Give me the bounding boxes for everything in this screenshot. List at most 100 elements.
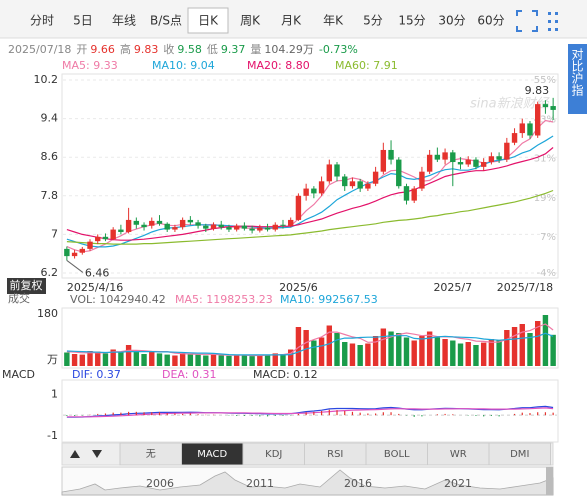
- indicator-tab-label[interactable]: 无: [146, 449, 156, 460]
- candle-body: [295, 195, 302, 220]
- ma-line: [66, 147, 554, 241]
- macd-bar: [483, 415, 485, 417]
- volume-bar: [87, 351, 93, 366]
- volume-bar: [411, 340, 417, 366]
- volume-bar: [511, 327, 518, 366]
- ma-line: [66, 119, 554, 253]
- overview-handle[interactable]: [546, 467, 553, 495]
- active-tab: [187, 7, 229, 34]
- candle-body: [426, 154, 433, 172]
- tab[interactable]: 分时: [30, 14, 54, 28]
- volume-bar: [349, 343, 356, 366]
- macd-bar: [236, 415, 238, 416]
- macd-bar: [158, 412, 161, 416]
- volume-ma-line: [66, 323, 554, 357]
- macd-bar: [97, 413, 99, 416]
- volume-ma-line: [66, 332, 554, 356]
- indicator-tab-label[interactable]: BOLL: [384, 449, 410, 460]
- macd-bar: [452, 414, 454, 416]
- panel-label: MACD: [2, 368, 35, 381]
- volume-bar: [450, 340, 456, 366]
- macd-bar: [166, 413, 168, 416]
- volume-bar: [419, 336, 425, 366]
- fullscreen-icon[interactable]: [516, 10, 538, 32]
- indicator-tab-label[interactable]: KDJ: [265, 449, 282, 460]
- ma-line: [66, 135, 554, 248]
- macd-bar: [344, 411, 346, 416]
- indicator-tab[interactable]: [488, 442, 551, 466]
- x-tick-label: 2025/7: [433, 281, 472, 294]
- indicator-tab-label[interactable]: DMI: [510, 449, 529, 460]
- tab[interactable]: 30分: [438, 14, 465, 28]
- indicator-tab-label[interactable]: WR: [450, 449, 467, 460]
- candle-body: [233, 225, 240, 230]
- volume-bar: [542, 315, 549, 366]
- candle-body: [71, 252, 78, 257]
- indicator-tab-label[interactable]: RSI: [327, 449, 343, 460]
- candle-body: [450, 152, 456, 163]
- candle-body: [133, 220, 140, 225]
- volume-bar: [133, 351, 140, 366]
- macd-bar: [359, 412, 361, 416]
- tab[interactable]: 周K: [240, 14, 261, 28]
- macd-bar: [182, 413, 184, 416]
- volume-bar: [403, 337, 410, 366]
- tab[interactable]: 5日: [73, 14, 93, 28]
- candle-body: [226, 227, 232, 230]
- watermark: sina新浪财经: [470, 96, 551, 112]
- volume-bar: [187, 354, 194, 366]
- volume-bar: [149, 351, 155, 366]
- tab[interactable]: 15分: [398, 14, 425, 28]
- volume-bar: [164, 354, 170, 366]
- overview-year: 2011: [246, 477, 274, 490]
- volume-panel: [61, 307, 559, 369]
- volume-bar: [272, 353, 278, 366]
- macd-bar: [112, 412, 114, 416]
- candle-body: [396, 159, 402, 187]
- volume-bar: [210, 354, 217, 366]
- macd-bar: [351, 411, 354, 416]
- tab[interactable]: 月K: [281, 14, 302, 28]
- volume-bar: [480, 342, 487, 366]
- volume-bar: [125, 345, 132, 366]
- macd-bar: [521, 412, 523, 416]
- volume-bar: [496, 340, 502, 366]
- panel-label: 成交: [8, 291, 30, 305]
- tab[interactable]: B/S点: [150, 14, 182, 28]
- candle-body: [380, 149, 387, 172]
- arrow-up[interactable]: [70, 450, 80, 458]
- candle-body: [334, 164, 340, 177]
- tab[interactable]: 60分: [477, 14, 504, 28]
- macd-bar: [120, 412, 122, 416]
- volume-bar: [372, 336, 379, 366]
- tab[interactable]: 年线: [112, 14, 136, 28]
- tab[interactable]: 年K: [323, 14, 344, 28]
- volume-bar: [426, 331, 433, 366]
- info-item: 高: [120, 42, 131, 56]
- tab[interactable]: 5分: [363, 14, 383, 28]
- volume-bar: [318, 337, 325, 366]
- candle-body: [504, 142, 510, 160]
- indicator-tab-label[interactable]: MACD: [197, 449, 227, 460]
- macd-bar: [251, 415, 253, 416]
- adjust-button[interactable]: [7, 278, 46, 294]
- macd-bar: [328, 409, 330, 416]
- compare-button[interactable]: [568, 44, 587, 114]
- macd-bar: [274, 415, 276, 416]
- volume-bar: [64, 352, 70, 366]
- tab[interactable]: 日K: [198, 14, 219, 28]
- candle-body: [303, 188, 309, 196]
- arrow-down[interactable]: [92, 450, 102, 458]
- candle-body: [550, 106, 556, 110]
- candle-body: [141, 224, 147, 228]
- volume-bar: [550, 334, 556, 366]
- compare-label[interactable]: 对比沪指: [570, 48, 584, 97]
- adjust-label[interactable]: 前复权: [10, 278, 43, 292]
- volume-bar: [95, 351, 101, 366]
- settings-icon[interactable]: [548, 12, 558, 31]
- y-tick-label: -1: [47, 429, 58, 442]
- macd-bar: [375, 413, 377, 416]
- legend-item: MA5: 1198253.23: [175, 293, 273, 306]
- macd-bar: [151, 412, 153, 416]
- candle-body: [527, 123, 533, 136]
